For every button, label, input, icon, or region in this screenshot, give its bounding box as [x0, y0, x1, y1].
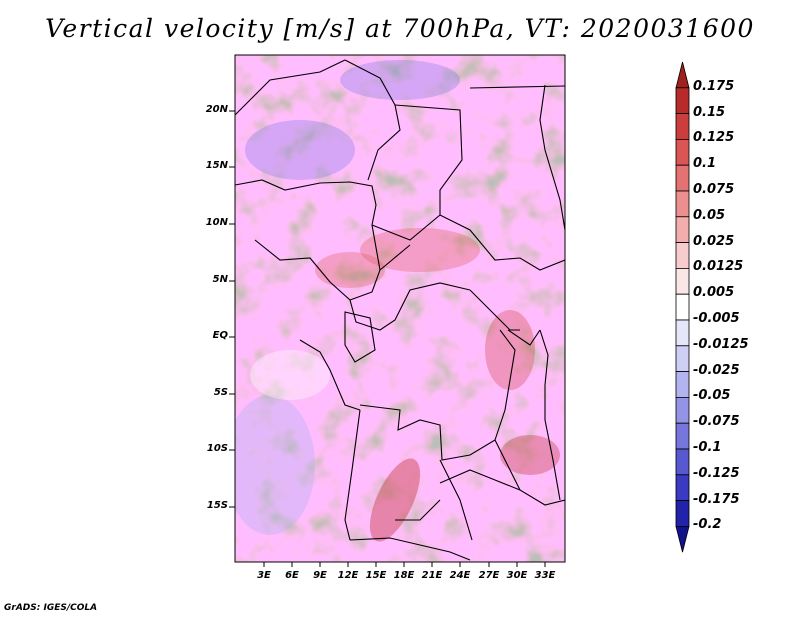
lon-label-30e: 30E — [506, 570, 528, 581]
colorbar-swatch — [675, 113, 690, 140]
lon-label-27e: 27E — [478, 570, 500, 581]
colorbar-label: 0.005 — [693, 285, 735, 301]
colorbar-label: -0.175 — [693, 491, 740, 507]
colorbar-swatch — [675, 267, 690, 295]
lon-label-12e: 12E — [337, 570, 359, 581]
lat-label-10s: 10S — [206, 443, 228, 454]
colorbar-label: 0.1 — [693, 156, 717, 172]
colorbar-swatch — [675, 293, 690, 321]
footer-credit: GrADS: IGES/COLA — [4, 603, 98, 613]
colorbar-label: -0.005 — [693, 311, 740, 326]
colorbar-swatch — [675, 87, 690, 115]
colorbar-swatch — [675, 526, 690, 553]
colorbar-label: -0.125 — [693, 465, 740, 481]
colorbar-swatch — [675, 242, 690, 269]
lon-label-9e: 9E — [313, 570, 327, 581]
colorbar-swatch — [675, 474, 690, 501]
lon-label-24e: 24E — [449, 570, 471, 581]
colorbar-label: -0.1 — [693, 440, 722, 455]
colorbar — [675, 61, 690, 553]
colorbar-swatch — [675, 164, 690, 192]
colorbar-swatch — [675, 396, 690, 424]
lat-label-5n: 5N — [212, 274, 228, 285]
colorbar-label: 0.075 — [693, 182, 735, 197]
lat-label-10n: 10N — [205, 217, 228, 228]
colorbar-label: 0.125 — [693, 130, 735, 146]
lat-label-eq: EQ — [212, 330, 228, 341]
lat-label-15n: 15N — [205, 160, 228, 171]
colorbar-swatch — [675, 190, 690, 218]
colorbar-swatch — [675, 345, 690, 372]
colorbar-swatch — [675, 216, 690, 244]
chart-title: Vertical velocity [m/s] at 700hPa, VT: 2… — [45, 14, 755, 43]
lat-label-15s: 15S — [206, 500, 228, 511]
lon-label-6e: 6E — [285, 570, 299, 581]
colorbar-label: -0.05 — [693, 388, 731, 404]
lon-label-3e: 3E — [257, 570, 271, 581]
colorbar-swatch — [675, 448, 690, 476]
lon-label-15e: 15E — [365, 570, 387, 581]
colorbar-label: 0.05 — [693, 207, 726, 223]
lat-label-5s: 5S — [213, 387, 228, 398]
colorbar-swatch — [675, 371, 690, 398]
colorbar-label: -0.2 — [693, 517, 722, 533]
colorbar-swatch — [675, 500, 690, 527]
colorbar-swatch — [675, 319, 690, 347]
colorbar-label: -0.0125 — [693, 336, 749, 352]
colorbar-label: -0.075 — [693, 414, 740, 430]
lon-label-18e: 18E — [393, 570, 415, 581]
map-frame — [234, 54, 566, 563]
colorbar-swatch — [675, 138, 690, 166]
lat-label-20n: 20N — [205, 104, 228, 115]
colorbar-label: 0.025 — [693, 233, 735, 249]
velocity-field — [235, 55, 565, 562]
colorbar-swatch — [675, 422, 690, 450]
lon-label-21e: 21E — [421, 570, 443, 581]
colorbar-label: 0.0125 — [693, 259, 744, 275]
colorbar-swatch — [675, 61, 690, 89]
colorbar-label: 0.15 — [693, 104, 726, 120]
colorbar-label: 0.175 — [693, 78, 735, 94]
lon-label-33e: 33E — [534, 570, 556, 581]
colorbar-label: -0.025 — [693, 362, 740, 378]
